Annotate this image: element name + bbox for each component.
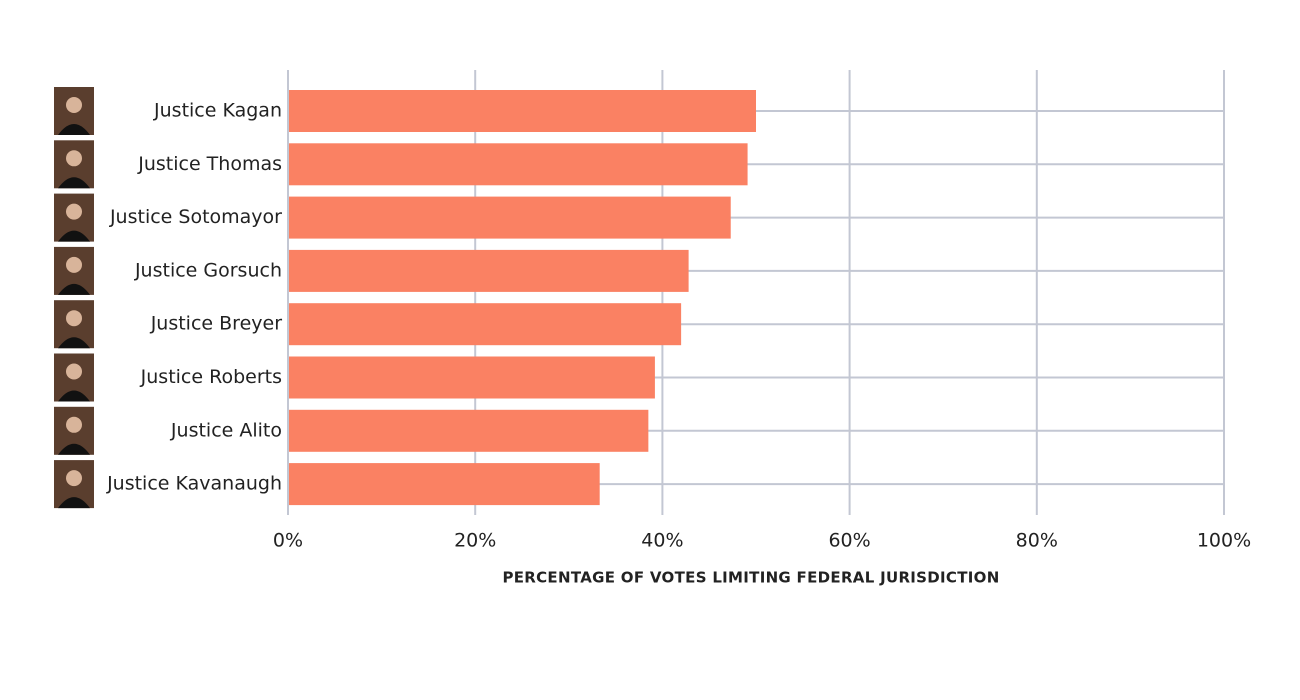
portrait-robe	[58, 124, 90, 135]
bar	[288, 90, 756, 132]
x-tick-label: 80%	[1016, 530, 1058, 552]
portrait-face	[66, 470, 82, 487]
bar	[288, 409, 649, 452]
bar	[288, 463, 600, 506]
portrait-robe	[58, 337, 90, 349]
portrait-face	[66, 310, 82, 327]
portrait-robe	[58, 497, 90, 509]
category-label: Justice Alito	[170, 419, 282, 441]
x-tick-label: 20%	[454, 530, 496, 552]
portrait-face	[66, 416, 82, 433]
portrait-face	[66, 256, 82, 273]
bar	[288, 303, 682, 346]
category-label: Justice Thomas	[137, 153, 282, 175]
x-tick-label: 40%	[641, 530, 683, 552]
portrait-face	[66, 97, 82, 113]
portrait-face	[66, 203, 82, 220]
x-tick-label: 60%	[828, 530, 870, 552]
x-axis-title: PERCENTAGE OF VOTES LIMITING FEDERAL JUR…	[502, 569, 999, 587]
portrait-robe	[58, 177, 90, 189]
bar	[288, 249, 689, 292]
portrait-face	[66, 150, 82, 167]
category-label: Justice Kavanaugh	[106, 473, 282, 495]
portrait-robe	[58, 230, 90, 242]
bar	[288, 143, 748, 186]
category-label: Justice Sotomayor	[109, 206, 282, 228]
portrait-robe	[58, 283, 90, 295]
x-tick-label: 100%	[1197, 530, 1251, 552]
category-label: Justice Roberts	[140, 366, 282, 388]
bar	[288, 196, 731, 239]
portrait-robe	[58, 443, 90, 455]
portrait-robe	[58, 390, 90, 402]
bar	[288, 356, 655, 399]
category-label: Justice Breyer	[150, 313, 283, 335]
portrait-face	[66, 363, 82, 380]
x-tick-label: 0%	[273, 530, 303, 552]
category-label: Justice Gorsuch	[134, 259, 282, 281]
category-label: Justice Kagan	[153, 100, 282, 122]
